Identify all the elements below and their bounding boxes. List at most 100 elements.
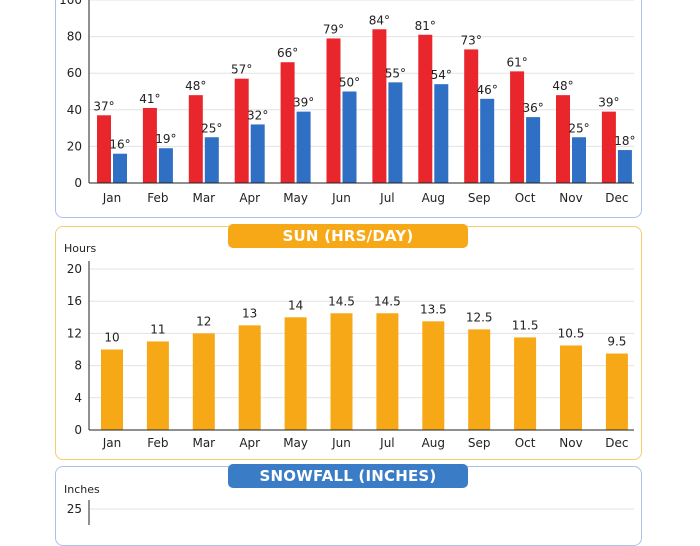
temp-data-label: 37° — [93, 99, 114, 113]
sun-bar — [468, 329, 491, 430]
temp-x-tick-label: Sep — [468, 191, 491, 205]
temp-x-tick-label: Jun — [331, 191, 351, 205]
sun-y-tick-label: 0 — [74, 423, 82, 437]
temp-bar-series-1 — [234, 78, 249, 183]
sun-section-title: SUN (HRS/DAY) — [228, 224, 468, 248]
temp-bar-series-2 — [572, 137, 586, 183]
sun-data-label: 11 — [150, 322, 165, 336]
sun-bar — [330, 313, 353, 430]
sun-bar — [376, 313, 399, 430]
sun-x-tick-label: Jun — [331, 436, 351, 450]
temp-bar-series-1 — [188, 95, 203, 183]
sun-y-tick-label: 8 — [74, 359, 82, 373]
temp-data-label: 73° — [461, 33, 482, 47]
temp-x-tick-label: Jan — [102, 191, 122, 205]
temp-data-label: 18° — [614, 134, 635, 148]
sun-x-tick-label: Aug — [422, 436, 445, 450]
snow-y-axis-label: Inches — [64, 483, 100, 496]
temp-data-label: 25° — [201, 121, 222, 135]
sun-bar — [284, 317, 307, 430]
temp-x-tick-label: Feb — [147, 191, 168, 205]
temp-bar-series-1 — [326, 38, 341, 184]
sun-bar — [560, 345, 582, 430]
sun-data-label: 9.5 — [607, 335, 626, 349]
temp-x-tick-label: Oct — [515, 191, 536, 205]
temp-bar-series-2 — [342, 91, 357, 183]
temp-y-tick-label: 80 — [67, 30, 82, 44]
temperature-panel — [55, 0, 642, 218]
sun-bar — [192, 333, 215, 430]
sun-data-label: 14.5 — [328, 294, 355, 308]
temp-x-tick-label: Mar — [192, 191, 215, 205]
temp-y-tick-label: 0 — [74, 176, 82, 190]
temp-data-label: 19° — [155, 132, 176, 146]
sun-x-tick-label: Nov — [559, 436, 582, 450]
sun-x-tick-label: Feb — [147, 436, 168, 450]
temp-data-label: 36° — [522, 101, 543, 115]
temp-bar-series-2 — [250, 124, 265, 183]
sun-data-label: 13 — [242, 306, 257, 320]
temp-bar-series-2 — [480, 98, 495, 183]
temp-x-tick-label: May — [283, 191, 308, 205]
sun-x-tick-label: Dec — [605, 436, 628, 450]
snow-y-tick-label: 25 — [67, 502, 82, 516]
temp-bar-series-2 — [434, 84, 449, 183]
temp-bar-series-2 — [388, 82, 403, 183]
sun-data-label: 11.5 — [512, 318, 539, 332]
sun-data-label: 10 — [104, 331, 119, 345]
temp-x-tick-label: Apr — [239, 191, 260, 205]
sun-y-tick-label: 16 — [67, 294, 82, 308]
temp-data-label: 66° — [277, 46, 298, 60]
temp-bar-series-1 — [97, 115, 111, 183]
sun-data-label: 14.5 — [374, 294, 401, 308]
temp-x-tick-label: Dec — [605, 191, 628, 205]
temp-data-label: 16° — [109, 138, 130, 152]
sun-bar — [605, 353, 628, 430]
temp-data-label: 50° — [339, 76, 360, 90]
temp-data-label: 25° — [568, 121, 589, 135]
temp-bar-series-2 — [526, 117, 541, 183]
sun-data-label: 14 — [288, 298, 303, 312]
temp-data-label: 79° — [323, 22, 344, 36]
sun-bar — [101, 349, 123, 430]
temp-bar-series-1 — [601, 111, 616, 183]
temp-y-tick-label: 20 — [67, 139, 82, 153]
sun-x-tick-label: Jan — [102, 436, 122, 450]
temp-bar-series-1 — [464, 49, 479, 183]
temp-bar-series-1 — [142, 107, 157, 183]
sun-y-tick-label: 12 — [67, 326, 82, 340]
temp-bar-series-2 — [113, 153, 127, 183]
temp-data-label: 84° — [369, 13, 390, 27]
sun-data-label: 10.5 — [558, 326, 585, 340]
sun-bar — [514, 337, 537, 430]
sun-data-label: 12.5 — [466, 310, 493, 324]
temp-data-label: 48° — [552, 79, 573, 93]
temp-bar-series-1 — [556, 95, 570, 183]
sun-bar — [238, 325, 261, 430]
temp-bar-series-2 — [204, 137, 219, 183]
temp-y-tick-label: 100 — [59, 0, 82, 7]
temp-data-label: 57° — [231, 63, 252, 77]
temp-data-label: 48° — [185, 79, 206, 93]
sun-data-label: 13.5 — [420, 302, 447, 316]
temp-data-label: 55° — [385, 66, 406, 80]
snowfall-section-title: SNOWFALL (INCHES) — [228, 464, 468, 488]
temp-data-label: 81° — [415, 19, 436, 33]
sun-bar — [146, 341, 169, 430]
temp-x-tick-label: Aug — [422, 191, 445, 205]
temp-data-label: 41° — [139, 92, 160, 106]
temp-data-label: 54° — [431, 68, 452, 82]
temp-bar-series-1 — [280, 62, 295, 183]
sun-x-tick-label: Oct — [515, 436, 536, 450]
sun-x-tick-label: Mar — [192, 436, 215, 450]
sun-x-tick-label: Sep — [468, 436, 491, 450]
sun-data-label: 12 — [196, 314, 211, 328]
sun-y-tick-label: 20 — [67, 262, 82, 276]
sun-x-tick-label: May — [283, 436, 308, 450]
temp-data-label: 61° — [506, 55, 527, 69]
temp-bar-series-1 — [372, 29, 387, 184]
temp-bar-series-1 — [418, 34, 433, 183]
temp-x-tick-label: Nov — [559, 191, 582, 205]
temp-bar-series-1 — [510, 71, 525, 183]
sun-bar — [422, 321, 445, 430]
